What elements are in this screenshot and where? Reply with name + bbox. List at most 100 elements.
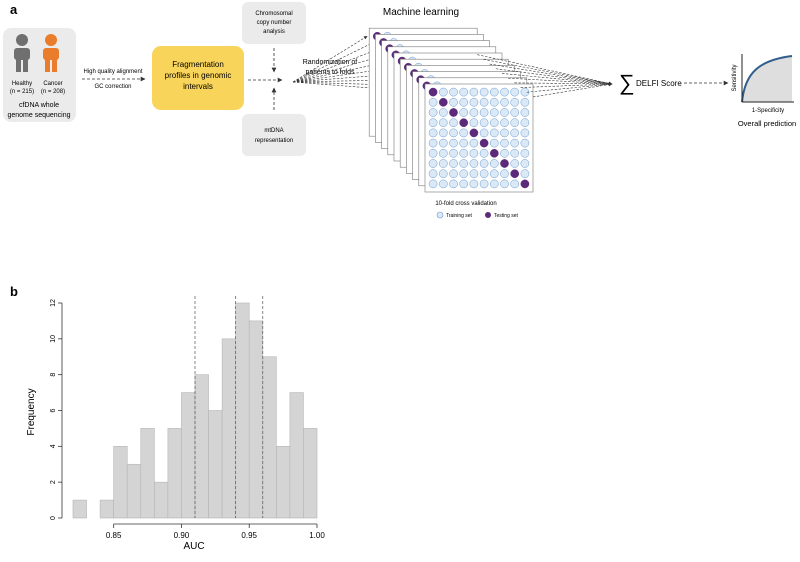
y-tick-label: 2 [50, 480, 57, 484]
mtdna-line1: mtDNA [264, 128, 283, 134]
training-marker [489, 128, 499, 138]
training-marker [438, 87, 448, 97]
histogram-bar [154, 481, 169, 519]
testing-marker [459, 118, 469, 128]
x-tick-label: 0.85 [106, 531, 122, 540]
training-marker [449, 138, 458, 148]
training-marker [500, 148, 509, 158]
training-marker [449, 148, 458, 158]
histogram-bar [208, 410, 223, 519]
healthy-person-icon [14, 34, 30, 72]
training-marker [479, 159, 489, 168]
fold-stack [368, 27, 534, 193]
mtdna-box [242, 114, 306, 156]
training-marker [479, 108, 489, 117]
training-marker [459, 128, 469, 138]
training-marker [449, 128, 458, 138]
x-tick-label: 0.95 [241, 531, 257, 540]
training-marker [510, 118, 520, 128]
healthy-count: (n = 215) [10, 89, 34, 95]
training-marker [500, 108, 509, 117]
training-marker [459, 138, 469, 148]
histogram-bar [113, 446, 128, 519]
x-axis-label: AUC [183, 541, 204, 552]
histogram-bar [181, 392, 196, 519]
training-marker [469, 97, 479, 107]
training-marker [449, 97, 458, 107]
training-marker [438, 128, 448, 138]
training-marker [438, 179, 448, 189]
histogram-bar [289, 392, 304, 519]
testing-marker [438, 97, 448, 107]
training-marker [428, 108, 438, 117]
training-marker [520, 118, 530, 128]
histogram-bar [303, 428, 318, 519]
training-marker [469, 148, 479, 158]
training-marker [459, 159, 469, 168]
histogram-bar [235, 302, 250, 519]
training-marker [510, 138, 520, 148]
histogram-bar [248, 320, 264, 519]
alignment-label-line1: High quality alignment [83, 69, 142, 75]
training-marker [489, 159, 499, 168]
cohort-box: Healthy (n = 215) Cancer (n = 208) cfDNA… [3, 28, 76, 122]
training-marker [479, 97, 489, 107]
training-marker [520, 108, 530, 117]
y-tick-label: 6 [50, 408, 57, 412]
testing-marker [469, 128, 479, 138]
training-marker [479, 169, 489, 179]
training-marker [520, 159, 530, 168]
training-marker [428, 179, 438, 189]
training-marker [449, 87, 458, 97]
y-tick-label: 8 [50, 373, 57, 377]
histogram-bar [99, 499, 114, 519]
randomization-line1: Randomization of [303, 59, 358, 66]
y-tick-label: 12 [50, 299, 57, 307]
histogram-bar [276, 446, 291, 519]
training-marker [449, 179, 458, 189]
training-marker [489, 97, 499, 107]
chromosomal-line3: analysis [263, 29, 285, 35]
chromosomal-box [242, 2, 306, 44]
training-marker [469, 87, 479, 97]
delfi-score-label: DELFI Score [636, 79, 682, 88]
fragmentation-line2: profiles in genomic [165, 71, 232, 80]
roc-icon [741, 54, 794, 103]
training-marker [510, 159, 520, 168]
training-marker [489, 87, 499, 97]
training-marker [428, 169, 438, 179]
legend-testing-label: Testing set [494, 213, 519, 219]
histogram-bar [140, 428, 155, 519]
training-marker [489, 118, 499, 128]
testing-marker [489, 148, 499, 158]
training-marker [500, 97, 509, 107]
training-marker [510, 97, 520, 107]
cohort-caption-line1: cfDNA whole [19, 102, 59, 109]
training-marker [469, 179, 479, 189]
training-marker [469, 159, 479, 168]
training-marker [459, 148, 469, 158]
histogram-bar [72, 499, 87, 519]
score-arrow [520, 82, 613, 88]
training-marker [500, 118, 509, 128]
training-marker [500, 138, 509, 148]
fold-arrow [292, 42, 374, 83]
training-marker [469, 108, 479, 117]
testing-marker [510, 169, 520, 179]
training-marker [500, 179, 509, 189]
training-marker [479, 179, 489, 189]
training-marker [520, 128, 530, 138]
cv-caption: 10-fold cross validation [435, 201, 496, 207]
training-marker [489, 179, 499, 189]
training-marker [438, 148, 448, 158]
training-marker [428, 118, 438, 128]
training-marker [449, 118, 458, 128]
testing-marker [428, 87, 438, 97]
training-marker [489, 169, 499, 179]
testing-marker [500, 159, 509, 168]
cancer-count: (n = 208) [41, 89, 65, 95]
training-marker [428, 138, 438, 148]
training-marker [510, 87, 520, 97]
training-marker [438, 118, 448, 128]
score-arrow [501, 73, 613, 86]
